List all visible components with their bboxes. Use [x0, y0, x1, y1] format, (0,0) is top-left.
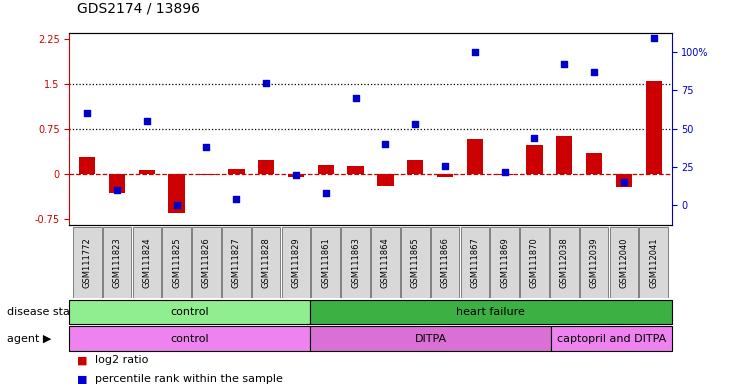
Bar	[169, 174, 185, 213]
Bar	[371, 227, 400, 298]
Text: percentile rank within the sample: percentile rank within the sample	[95, 374, 283, 384]
Bar	[610, 227, 638, 298]
Bar	[407, 161, 423, 174]
Bar	[586, 153, 602, 174]
Text: GSM112039: GSM112039	[590, 237, 599, 288]
Text: GDS2174 / 13896: GDS2174 / 13896	[77, 2, 199, 15]
Point	[350, 95, 361, 101]
Bar	[615, 174, 632, 187]
Text: log2 ratio: log2 ratio	[95, 355, 148, 365]
Bar	[109, 174, 126, 193]
Bar	[550, 227, 579, 298]
Text: control: control	[171, 307, 209, 317]
Point	[529, 135, 540, 141]
Bar	[252, 227, 280, 298]
Text: GSM111825: GSM111825	[172, 237, 181, 288]
Text: GSM112038: GSM112038	[560, 237, 569, 288]
Bar	[139, 170, 155, 174]
Point	[469, 49, 480, 55]
Point	[439, 162, 451, 169]
Bar	[288, 174, 304, 177]
Text: ■: ■	[77, 374, 87, 384]
Bar	[645, 81, 662, 174]
Point	[499, 169, 510, 175]
Bar	[222, 227, 250, 298]
Bar	[192, 227, 220, 298]
Bar	[103, 227, 131, 298]
Bar	[377, 174, 393, 185]
Point	[201, 144, 212, 150]
Text: GSM112041: GSM112041	[649, 237, 658, 288]
Bar	[162, 227, 191, 298]
Text: captopril and DITPA: captopril and DITPA	[557, 334, 666, 344]
Bar	[431, 227, 459, 298]
Point	[290, 172, 301, 178]
Bar	[437, 174, 453, 177]
Point	[410, 121, 421, 127]
Point	[231, 196, 242, 202]
Point	[82, 110, 93, 116]
Bar	[639, 227, 668, 298]
Bar	[79, 157, 96, 174]
Text: GSM111861: GSM111861	[321, 237, 330, 288]
Text: GSM111826: GSM111826	[202, 237, 211, 288]
Text: GSM111863: GSM111863	[351, 237, 360, 288]
Bar	[312, 227, 340, 298]
Bar	[133, 227, 161, 298]
Bar	[461, 227, 489, 298]
Text: GSM111869: GSM111869	[500, 237, 509, 288]
Bar	[580, 227, 608, 298]
Point	[588, 69, 600, 75]
Bar	[228, 169, 245, 174]
Point	[380, 141, 391, 147]
Bar	[520, 227, 549, 298]
Text: GSM111866: GSM111866	[440, 237, 450, 288]
Bar	[199, 174, 215, 175]
Text: GSM111827: GSM111827	[232, 237, 241, 288]
Bar	[282, 227, 310, 298]
Bar	[526, 145, 542, 174]
Bar	[496, 174, 513, 175]
Bar	[466, 139, 483, 174]
Text: control: control	[171, 334, 209, 344]
Text: heart failure: heart failure	[456, 307, 526, 317]
Point	[111, 187, 123, 193]
Point	[141, 118, 153, 124]
Point	[648, 35, 659, 41]
Bar	[491, 227, 519, 298]
Text: DITPA: DITPA	[415, 334, 447, 344]
Point	[558, 61, 570, 67]
Text: GSM112040: GSM112040	[619, 237, 629, 288]
Text: GSM111772: GSM111772	[82, 237, 92, 288]
Text: ■: ■	[77, 355, 87, 365]
Point	[261, 79, 272, 86]
Bar	[401, 227, 429, 298]
Bar	[556, 136, 572, 174]
Text: GSM111829: GSM111829	[291, 237, 301, 288]
Text: GSM111865: GSM111865	[411, 237, 420, 288]
Point	[320, 190, 331, 196]
Text: GSM111864: GSM111864	[381, 237, 390, 288]
Bar	[347, 166, 364, 174]
Bar	[258, 161, 274, 174]
Text: disease state ▶: disease state ▶	[7, 307, 93, 317]
Text: GSM111824: GSM111824	[142, 237, 151, 288]
Bar	[318, 165, 334, 174]
Text: agent ▶: agent ▶	[7, 334, 52, 344]
Text: GSM111828: GSM111828	[261, 237, 271, 288]
Bar	[73, 227, 101, 298]
Text: GSM111867: GSM111867	[470, 237, 480, 288]
Text: GSM111823: GSM111823	[112, 237, 122, 288]
Point	[618, 179, 630, 185]
Bar	[341, 227, 370, 298]
Point	[171, 202, 182, 209]
Text: GSM111870: GSM111870	[530, 237, 539, 288]
